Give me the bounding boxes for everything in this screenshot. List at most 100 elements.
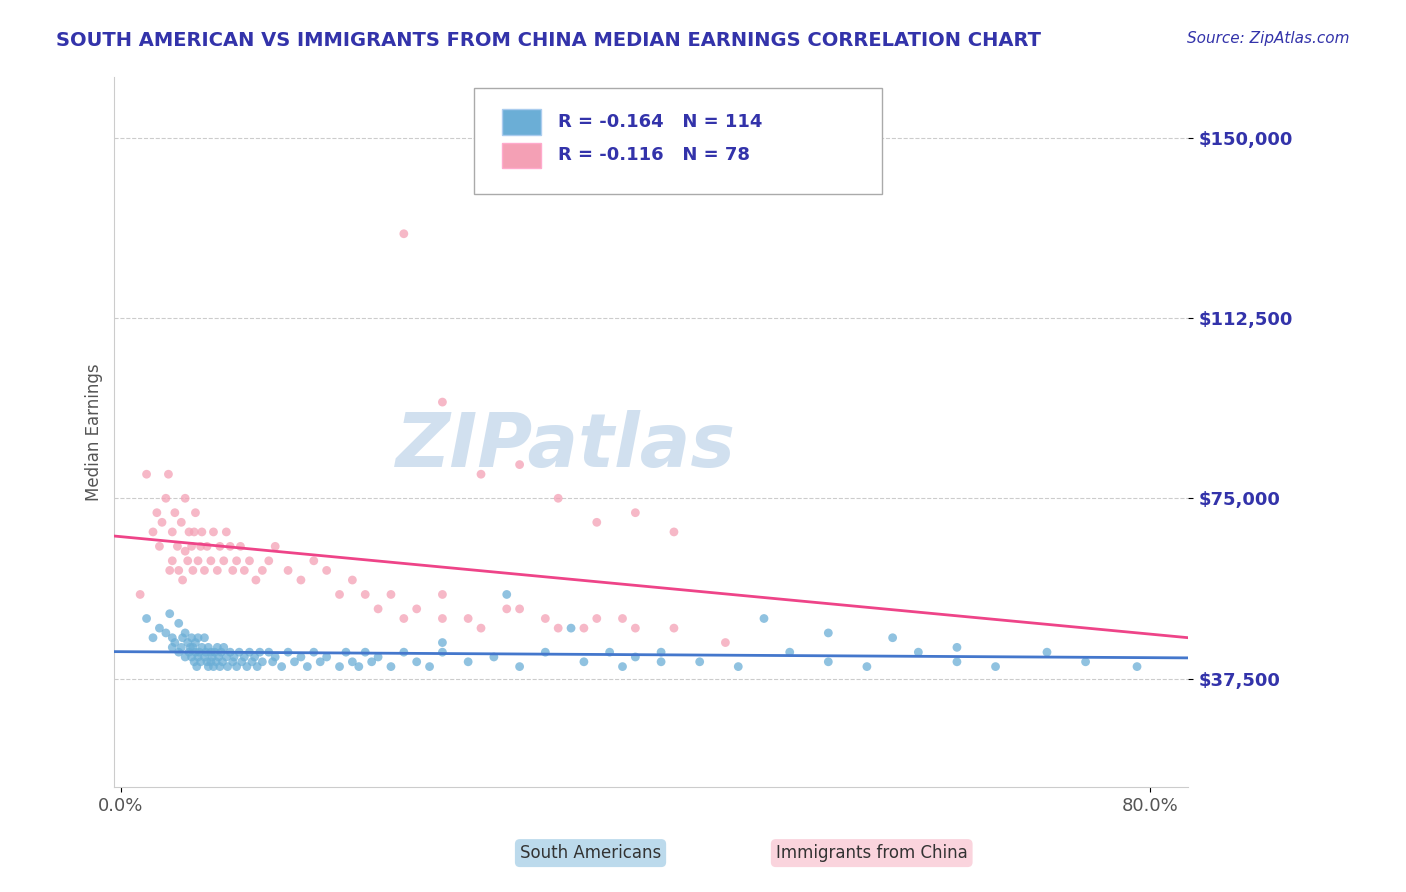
- Point: [150, 516, 173, 530]
- Point: [585, 611, 607, 625]
- Point: [907, 645, 929, 659]
- Point: [191, 524, 214, 539]
- Point: [135, 611, 157, 625]
- Point: [315, 563, 337, 577]
- Point: [1074, 655, 1097, 669]
- Point: [572, 655, 595, 669]
- FancyBboxPatch shape: [502, 143, 541, 169]
- Point: [470, 467, 492, 482]
- Point: [177, 635, 200, 649]
- Point: [155, 626, 177, 640]
- Point: [179, 640, 201, 655]
- Point: [650, 645, 672, 659]
- Point: [142, 524, 165, 539]
- Point: [142, 631, 165, 645]
- Point: [1126, 659, 1149, 673]
- Point: [612, 611, 634, 625]
- Point: [195, 655, 218, 669]
- Point: [167, 616, 190, 631]
- Point: [200, 645, 222, 659]
- Point: [172, 573, 194, 587]
- Point: [662, 621, 685, 635]
- Point: [946, 655, 969, 669]
- Point: [162, 524, 184, 539]
- Point: [219, 645, 242, 659]
- Point: [166, 540, 188, 554]
- Text: South Americans: South Americans: [520, 844, 661, 862]
- Point: [277, 563, 299, 577]
- Point: [159, 607, 181, 621]
- Point: [252, 563, 274, 577]
- Point: [167, 645, 190, 659]
- Point: [200, 655, 222, 669]
- Point: [207, 563, 229, 577]
- Point: [212, 640, 235, 655]
- Point: [243, 650, 266, 665]
- Point: [297, 659, 319, 673]
- Point: [283, 655, 305, 669]
- Point: [612, 659, 634, 673]
- Point: [509, 659, 531, 673]
- Point: [162, 631, 184, 645]
- Point: [200, 554, 222, 568]
- Point: [187, 650, 209, 665]
- Point: [236, 659, 259, 673]
- Point: [432, 395, 454, 409]
- Point: [190, 655, 212, 669]
- Text: ZIPatlas: ZIPatlas: [395, 409, 735, 483]
- Point: [380, 659, 402, 673]
- Point: [689, 655, 711, 669]
- Point: [222, 563, 245, 577]
- Point: [148, 540, 170, 554]
- Point: [195, 540, 218, 554]
- Point: [360, 655, 382, 669]
- Point: [482, 650, 505, 665]
- Point: [309, 655, 332, 669]
- Point: [302, 645, 325, 659]
- Point: [202, 659, 225, 673]
- Point: [246, 659, 269, 673]
- Point: [162, 640, 184, 655]
- Point: [984, 659, 1007, 673]
- Point: [193, 631, 215, 645]
- Point: [183, 655, 205, 669]
- Y-axis label: Median Earnings: Median Earnings: [86, 363, 103, 501]
- Point: [207, 650, 229, 665]
- Point: [534, 611, 557, 625]
- Point: [129, 587, 152, 601]
- Point: [191, 640, 214, 655]
- Point: [215, 650, 238, 665]
- Point: [290, 573, 312, 587]
- Point: [170, 640, 193, 655]
- Point: [194, 645, 217, 659]
- Point: [177, 554, 200, 568]
- Point: [946, 640, 969, 655]
- Point: [184, 506, 207, 520]
- Point: [262, 655, 284, 669]
- Point: [225, 659, 247, 673]
- Point: [714, 635, 737, 649]
- Point: [146, 506, 169, 520]
- Point: [148, 621, 170, 635]
- Point: [174, 650, 197, 665]
- Point: [184, 635, 207, 649]
- Point: [193, 563, 215, 577]
- Point: [211, 655, 233, 669]
- Point: [163, 506, 186, 520]
- Point: [817, 626, 839, 640]
- Point: [432, 635, 454, 649]
- Point: [222, 655, 245, 669]
- Point: [495, 587, 517, 601]
- Point: [184, 645, 207, 659]
- Point: [727, 659, 749, 673]
- Point: [367, 650, 389, 665]
- Point: [238, 554, 260, 568]
- Text: Source: ZipAtlas.com: Source: ZipAtlas.com: [1187, 31, 1350, 46]
- Point: [264, 540, 287, 554]
- Point: [302, 554, 325, 568]
- Point: [342, 655, 364, 669]
- Point: [252, 655, 274, 669]
- Point: [354, 587, 377, 601]
- Point: [817, 655, 839, 669]
- Point: [432, 645, 454, 659]
